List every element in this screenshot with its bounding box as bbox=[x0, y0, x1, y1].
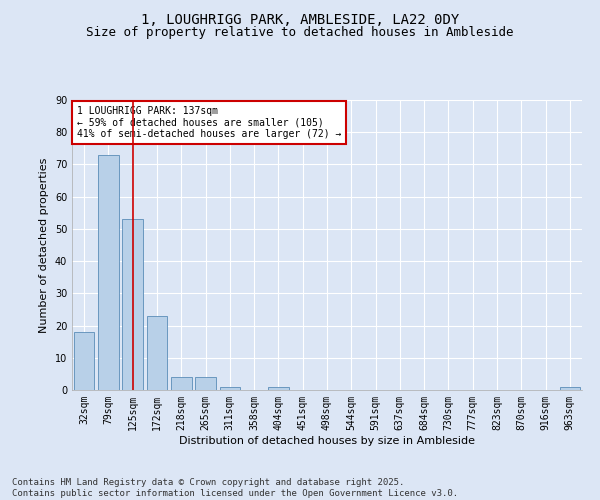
Bar bbox=[74, 332, 94, 390]
Bar bbox=[560, 387, 580, 390]
X-axis label: Distribution of detached houses by size in Ambleside: Distribution of detached houses by size … bbox=[179, 436, 475, 446]
Text: Size of property relative to detached houses in Ambleside: Size of property relative to detached ho… bbox=[86, 26, 514, 39]
Bar bbox=[268, 387, 289, 390]
Bar bbox=[146, 316, 167, 390]
Bar bbox=[122, 219, 143, 390]
Bar bbox=[171, 377, 191, 390]
Y-axis label: Number of detached properties: Number of detached properties bbox=[39, 158, 49, 332]
Text: Contains HM Land Registry data © Crown copyright and database right 2025.
Contai: Contains HM Land Registry data © Crown c… bbox=[12, 478, 458, 498]
Text: 1 LOUGHRIGG PARK: 137sqm
← 59% of detached houses are smaller (105)
41% of semi-: 1 LOUGHRIGG PARK: 137sqm ← 59% of detach… bbox=[77, 106, 341, 139]
Bar bbox=[220, 387, 240, 390]
Bar bbox=[98, 155, 119, 390]
Text: 1, LOUGHRIGG PARK, AMBLESIDE, LA22 0DY: 1, LOUGHRIGG PARK, AMBLESIDE, LA22 0DY bbox=[141, 12, 459, 26]
Bar bbox=[195, 377, 216, 390]
